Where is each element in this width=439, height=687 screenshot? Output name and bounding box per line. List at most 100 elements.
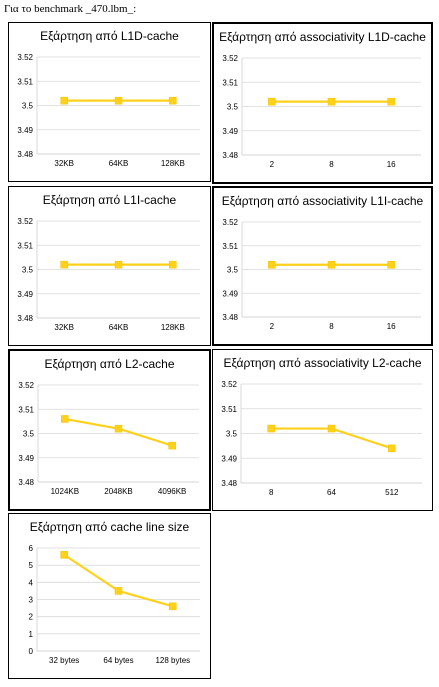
chart-l1d-assoc: Εξάρτηση από associativity L1D-cache 3.48… <box>212 22 433 184</box>
y-tick-label: 3 <box>29 596 34 605</box>
chart-l1i-assoc: Εξάρτηση από associativity L1I-cache 3.48… <box>212 186 433 346</box>
y-tick-label: 3.48 <box>17 150 33 159</box>
y-tick-label: 3.51 <box>222 78 238 87</box>
y-tick-label: 3.5 <box>226 430 238 439</box>
y-tick-label: 3.51 <box>17 241 33 250</box>
y-tick-label: 3.49 <box>222 127 238 136</box>
data-point <box>114 260 123 269</box>
chart-title: Εξάρτηση από cache line size <box>30 520 190 534</box>
chart-title: Εξάρτηση από associativity L2-cache <box>223 356 421 370</box>
data-point <box>268 261 276 269</box>
y-tick-label: 3.52 <box>222 54 238 63</box>
x-tick-label: 8 <box>269 488 274 497</box>
x-tick-label: 32KB <box>54 159 74 168</box>
data-point <box>60 260 68 269</box>
y-tick-label: 3.52 <box>17 53 33 62</box>
data-point <box>387 97 395 106</box>
y-tick-label: 3.5 <box>22 102 34 111</box>
chart-svg: Εξάρτηση από associativity L1I-cache 3.48… <box>222 194 424 331</box>
x-tick-label: 64 <box>327 488 336 497</box>
y-tick-label: 2 <box>29 613 34 622</box>
y-tick-label: 3.49 <box>17 290 33 299</box>
y-tick-label: 1 <box>29 630 34 639</box>
data-point <box>268 97 276 106</box>
data-point <box>267 424 275 433</box>
x-tick-label: 32KB <box>54 323 74 332</box>
y-tick-label: 3.49 <box>222 289 238 298</box>
y-tick-label: 3.51 <box>18 405 34 414</box>
y-tick-label: 3.48 <box>18 478 34 487</box>
y-tick-label: 6 <box>29 544 34 553</box>
chart-title: Εξάρτηση από associativity L1I-cache <box>222 194 424 208</box>
x-tick-label: 64 bytes <box>103 656 133 665</box>
y-tick-label: 3.49 <box>221 454 237 463</box>
x-tick-label: 1024KB <box>51 487 79 496</box>
x-tick-label: 64KB <box>109 323 129 332</box>
y-tick-label: 3.5 <box>23 430 35 439</box>
data-point <box>169 602 177 611</box>
y-tick-label: 3.49 <box>18 454 34 463</box>
x-tick-label: 2048KB <box>104 487 132 496</box>
page-heading: Για το benchmark _470.lbm_: <box>4 3 137 15</box>
chart-svg: Εξάρτηση από L1D-cache 3.48 3.49 3.5 3.51 3.5… <box>17 29 200 168</box>
y-tick-label: 5 <box>29 561 34 570</box>
y-tick-label: 3.52 <box>18 381 34 390</box>
chart-l1d-size: Εξάρτηση από L1D-cache 3.48 3.49 3.5 3.51 3.5… <box>8 22 211 182</box>
y-tick-label: 0 <box>29 647 34 656</box>
chart-svg: Εξάρτηση από cache line size 0 1 2 3 4 5 6 32 by… <box>29 520 200 665</box>
chart-title: Εξάρτηση από L2-cache <box>44 357 174 371</box>
data-point <box>388 444 396 453</box>
x-tick-label: 32 bytes <box>49 656 79 665</box>
chart-line-size: Εξάρτηση από cache line size 0 1 2 3 4 5 6 32 by… <box>8 513 211 679</box>
data-point <box>327 261 336 269</box>
data-point <box>327 424 336 433</box>
data-point <box>169 96 177 105</box>
chart-title: Εξάρτηση από associativity L1D-cache <box>219 30 426 44</box>
data-point <box>169 260 177 269</box>
y-tick-label: 4 <box>29 578 34 587</box>
x-tick-label: 64KB <box>109 159 129 168</box>
chart-l2-assoc: Εξάρτηση από associativity L2-cache 3.48 3… <box>212 349 433 511</box>
x-tick-label: 2 <box>270 160 275 169</box>
data-point <box>114 587 123 595</box>
y-tick-label: 3.52 <box>222 218 238 227</box>
y-tick-label: 3.52 <box>221 380 237 389</box>
chart-l1i-size: Εξάρτηση από L1I-cache 3.48 3.49 3.5 3.51 3.5… <box>8 186 211 346</box>
data-point <box>61 415 69 423</box>
data-point <box>60 96 68 105</box>
y-tick-label: 3.51 <box>17 77 33 86</box>
x-tick-label: 128KB <box>161 323 185 332</box>
x-tick-label: 16 <box>387 322 396 331</box>
y-tick-label: 3.5 <box>22 266 34 275</box>
y-tick-label: 3.51 <box>222 242 238 251</box>
data-point <box>387 261 395 269</box>
x-tick-label: 128KB <box>161 159 185 168</box>
x-tick-label: 512 <box>385 488 399 497</box>
chart-svg: Εξάρτηση από L2-cache 3.48 3.49 3.5 3.51 3.52… <box>18 357 199 496</box>
x-tick-label: 128 bytes <box>155 656 190 665</box>
data-point <box>168 441 176 450</box>
x-tick-label: 8 <box>329 322 334 331</box>
x-tick-label: 16 <box>387 160 396 169</box>
x-tick-label: 4096KB <box>158 487 186 496</box>
y-tick-label: 3.5 <box>227 266 239 275</box>
series-line <box>63 553 174 608</box>
chart-title: Εξάρτηση από L1D-cache <box>40 29 179 43</box>
y-tick-label: 3.48 <box>17 314 33 323</box>
chart-svg: Εξάρτηση από associativity L1D-cache 3.48… <box>219 30 426 169</box>
x-tick-label: 8 <box>329 160 334 169</box>
y-tick-label: 3.48 <box>222 313 238 322</box>
y-tick-label: 3.52 <box>17 217 33 226</box>
y-tick-label: 3.48 <box>221 479 237 488</box>
data-point <box>114 96 123 105</box>
data-point <box>114 424 123 433</box>
chart-svg: Εξάρτηση από L1I-cache 3.48 3.49 3.5 3.51 3.5… <box>17 193 200 332</box>
data-point <box>60 551 68 559</box>
chart-l2-size: Εξάρτηση από L2-cache 3.48 3.49 3.5 3.51 3.52… <box>8 349 211 511</box>
y-tick-label: 3.5 <box>227 103 239 112</box>
data-point <box>327 97 336 106</box>
chart-title: Εξάρτηση από L1I-cache <box>43 193 177 207</box>
y-tick-label: 3.49 <box>17 126 33 135</box>
chart-svg: Εξάρτηση από associativity L2-cache 3.48 3… <box>221 356 422 497</box>
x-tick-label: 2 <box>270 322 275 331</box>
